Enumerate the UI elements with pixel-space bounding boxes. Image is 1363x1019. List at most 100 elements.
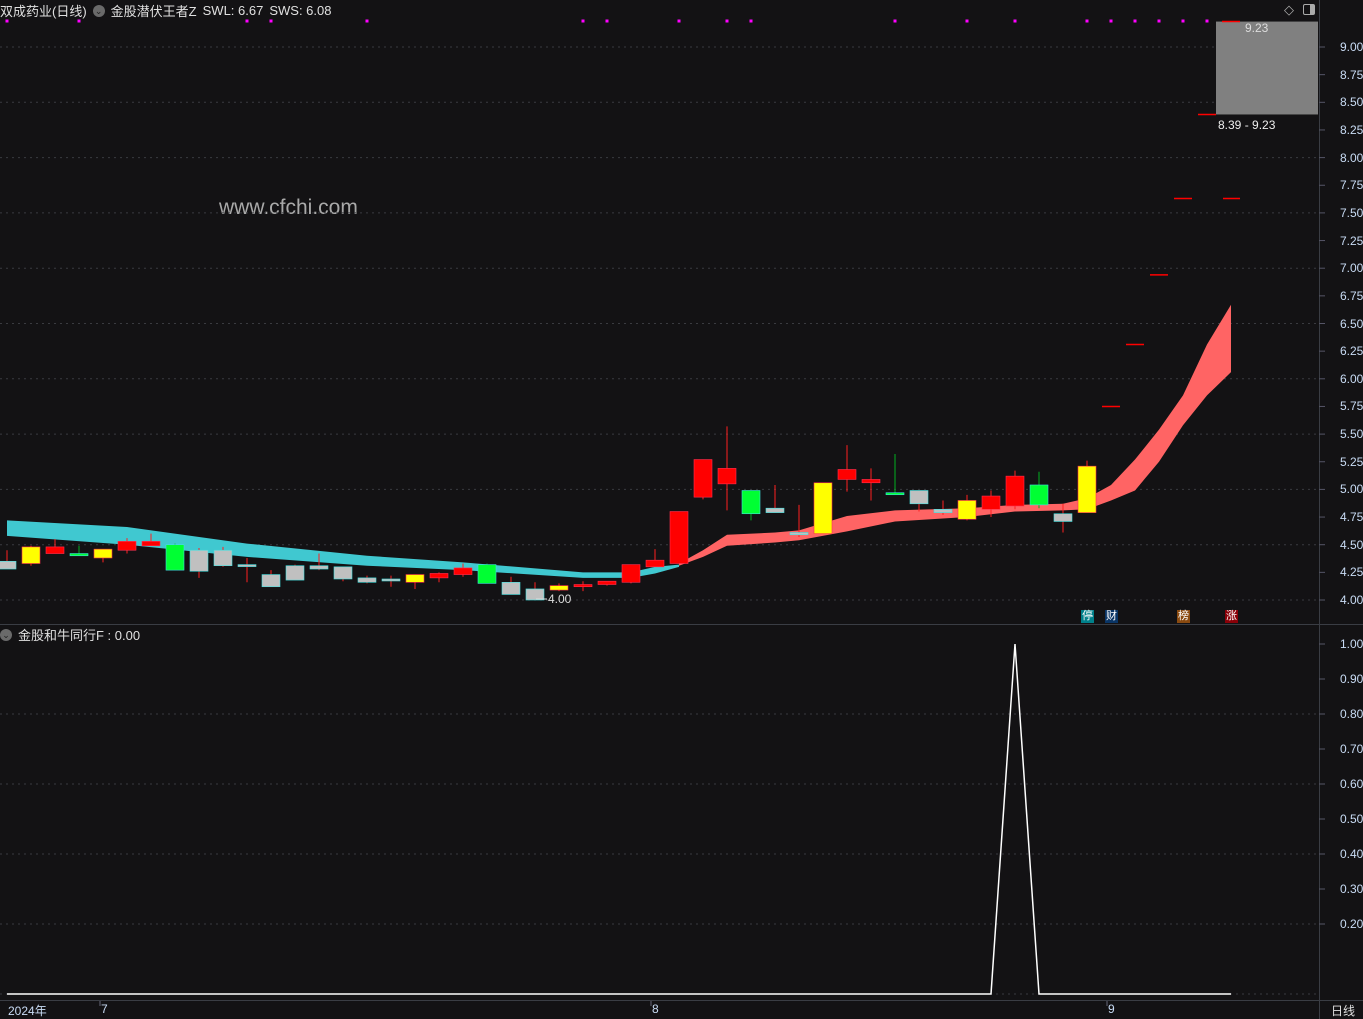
indicator-line — [7, 643, 1231, 995]
candle-body — [1005, 475, 1025, 507]
signal-marker — [1133, 19, 1137, 23]
signal-badge: 停 — [1081, 610, 1094, 623]
candle-body — [525, 588, 545, 601]
sws-value: SWS: 6.08 — [269, 3, 332, 18]
candle-body — [909, 490, 929, 505]
price-tick-label: 4.75 — [1340, 510, 1363, 525]
candle-body — [669, 511, 689, 564]
signal-marker — [365, 19, 369, 23]
price-tick-label: 8.00 — [1340, 150, 1363, 165]
signal-marker — [677, 19, 681, 23]
signal-marker — [605, 19, 609, 23]
price-tick-label: 8.50 — [1340, 95, 1363, 110]
diamond-icon[interactable]: ◇ — [1284, 2, 1294, 17]
price-tick-label: 6.00 — [1340, 371, 1363, 386]
signal-badge: 榜 — [1177, 610, 1190, 623]
candle-body — [621, 564, 641, 583]
price-tick-label: 5.75 — [1340, 399, 1363, 414]
candle-body — [477, 564, 497, 584]
candle-body — [261, 574, 281, 588]
candle-body — [549, 585, 569, 591]
candle-body — [117, 541, 137, 551]
candle-body — [309, 565, 329, 570]
signal-marker — [725, 19, 729, 23]
candle-body — [141, 541, 161, 547]
signal-marker — [749, 19, 753, 23]
candle-body — [981, 495, 1001, 510]
price-tick-label: 8.25 — [1340, 122, 1363, 137]
signal-marker — [1157, 19, 1161, 23]
signal-marker — [1109, 19, 1113, 23]
candle-body — [453, 567, 473, 575]
candle-body — [357, 577, 377, 583]
indicator-tick-label: 0.20 — [1340, 917, 1363, 931]
stock-title: 双成药业(日线) — [0, 4, 87, 19]
price-tick-label: 4.00 — [1340, 593, 1363, 607]
candle-body — [93, 548, 113, 559]
signal-marker — [965, 19, 969, 23]
signal-marker — [1205, 19, 1209, 23]
indicator-name[interactable]: 金股潜伏王者Z — [110, 4, 197, 19]
candle-body — [717, 468, 737, 485]
signal-badge: 财 — [1105, 610, 1118, 623]
signal-marker — [245, 19, 249, 23]
year-label: 2024年 — [8, 1004, 47, 1018]
indicator-tick-label: 0.50 — [1340, 812, 1363, 826]
swl-value: SWL: 6.67 — [202, 3, 264, 18]
candle-body — [189, 549, 209, 572]
candle-body — [381, 578, 401, 582]
indicator-tick-label: 0.70 — [1340, 742, 1363, 756]
candle-body — [861, 479, 881, 484]
price-tick-label: 4.50 — [1340, 537, 1363, 552]
panel-toggle-icon[interactable] — [1303, 4, 1315, 15]
price-tick-label: 7.50 — [1340, 205, 1363, 220]
low-price-label: 4.00 — [548, 592, 572, 606]
price-tick-label: 5.00 — [1340, 482, 1363, 497]
red-band — [679, 304, 1231, 566]
price-tick-label: 7.00 — [1340, 261, 1363, 276]
candle-body — [741, 490, 761, 515]
candle-body — [405, 574, 425, 583]
price-tick-label: 7.25 — [1340, 233, 1363, 248]
candle-body — [429, 573, 449, 579]
price-tick-label: 4.25 — [1340, 565, 1363, 580]
candle-body — [0, 560, 17, 570]
candle-body — [237, 564, 257, 567]
signal-marker — [1181, 19, 1185, 23]
price-tick-label: 6.75 — [1340, 288, 1363, 303]
indicator-tick-label: 1.00 — [1340, 637, 1363, 651]
candle-body — [501, 582, 521, 595]
candle-body — [885, 492, 905, 496]
candle-body — [1077, 465, 1097, 513]
indicator-tick-label: 0.80 — [1340, 707, 1363, 721]
candle-body — [165, 544, 185, 571]
price-tick-label: 6.50 — [1340, 316, 1363, 331]
candle-body — [933, 509, 953, 513]
sub-indicator-label[interactable]: 金股和牛同行F : 0.00 — [18, 628, 141, 643]
price-tick-label: 8.75 — [1340, 67, 1363, 82]
price-tick-label: 6.25 — [1340, 344, 1363, 359]
indicator-tick-label: 0.40 — [1340, 847, 1363, 861]
candle-body — [69, 553, 89, 557]
signal-marker — [581, 19, 585, 23]
chevron-down-icon[interactable]: ⌄ — [92, 4, 105, 17]
indicator-tick-label: 0.90 — [1340, 672, 1363, 686]
candle-body — [957, 500, 977, 520]
candle-body — [597, 580, 617, 585]
month-label: 7 — [101, 1002, 108, 1016]
signal-marker — [893, 19, 897, 23]
signal-marker — [1013, 19, 1017, 23]
candle-body — [573, 584, 593, 588]
price-range-box — [1216, 21, 1318, 115]
candle-body — [789, 532, 809, 536]
candle-body — [45, 546, 65, 554]
month-label: 8 — [652, 1002, 659, 1016]
high-price-label: 9.23 — [1245, 21, 1269, 35]
candle-body — [693, 459, 713, 498]
signal-marker — [77, 19, 81, 23]
sub-chart-header: ⌄ 金股和牛同行F : 0.00 — [0, 625, 140, 644]
candle-body — [765, 507, 785, 513]
chevron-down-icon[interactable]: ⌄ — [0, 628, 12, 641]
candle-body — [837, 469, 857, 480]
